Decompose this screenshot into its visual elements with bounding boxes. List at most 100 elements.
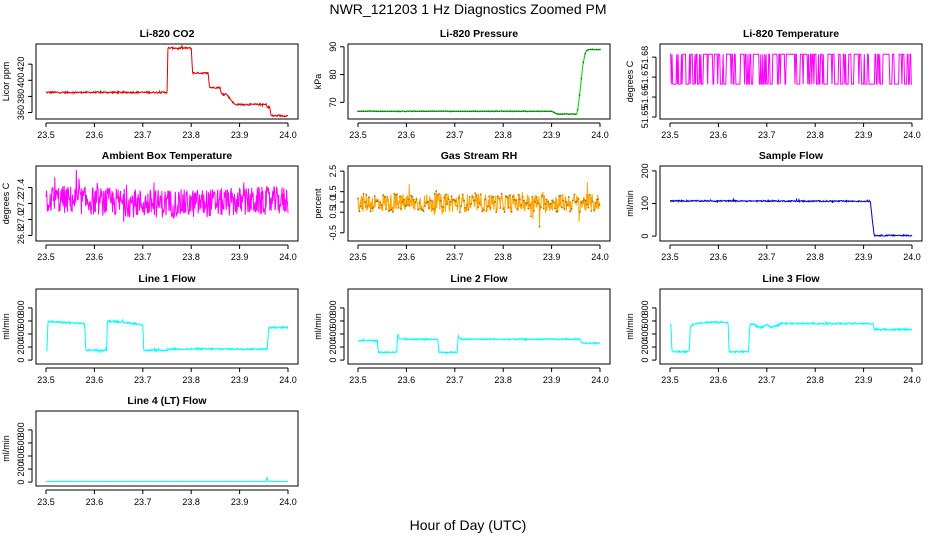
y-tick-label: 600 — [16, 313, 26, 328]
data-point — [576, 108, 579, 111]
x-tick-label: 23.6 — [86, 375, 104, 385]
data-point — [591, 200, 594, 203]
x-tick-label: 23.8 — [182, 130, 200, 140]
data-point — [452, 198, 454, 201]
chart-title: Line 3 Flow — [762, 273, 820, 285]
data-point — [478, 202, 481, 205]
data-point — [590, 210, 593, 212]
data-point — [433, 110, 436, 112]
x-tick-label: 23.7 — [446, 252, 464, 262]
y-tick-label: 200 — [640, 163, 650, 178]
y-tick-label: 400 — [16, 326, 26, 341]
data-point — [461, 193, 464, 196]
x-tick-label: 23.7 — [758, 375, 776, 385]
data-point — [506, 196, 509, 199]
data-point — [465, 110, 467, 113]
y-axis-label: kPa — [313, 74, 323, 90]
data-point — [369, 210, 372, 213]
data-point — [521, 110, 523, 112]
y-tick-label: 51.66 — [640, 86, 650, 109]
data-point — [429, 199, 432, 202]
x-axis: 23.5 23.6 23.7 23.8 23.9 24.0 — [349, 367, 609, 385]
data-point — [535, 110, 538, 113]
data-point — [486, 205, 489, 208]
data-point — [438, 192, 440, 195]
x-tick-label: 23.7 — [134, 130, 152, 140]
data-point — [498, 110, 501, 113]
x-tick-label: 24.0 — [903, 130, 921, 140]
chart-panel-7: Line 1 Flow ml/min 23.5 23.6 23.7 23.8 23.9 24.… — [1, 273, 299, 385]
data-point — [565, 201, 567, 203]
x-tick-label: 23.6 — [710, 375, 728, 385]
data-point — [472, 199, 475, 202]
data-point — [396, 193, 398, 196]
y-tick-label: 1.5 — [328, 185, 338, 198]
data-point — [538, 225, 541, 228]
data-point — [545, 110, 547, 113]
data-point — [450, 195, 453, 198]
data-point — [400, 110, 402, 113]
data-point — [454, 110, 456, 113]
data-series-line — [669, 320, 913, 355]
data-point — [580, 201, 583, 204]
data-point — [404, 205, 407, 207]
y-tick-label: 400 — [328, 326, 338, 341]
data-point — [503, 211, 506, 213]
data-point — [439, 200, 442, 202]
data-point — [507, 110, 510, 113]
data-point — [390, 208, 393, 211]
data-point — [588, 48, 590, 51]
data-point — [433, 192, 436, 195]
data-point — [517, 110, 519, 112]
data-point — [456, 205, 459, 207]
data-point — [530, 110, 532, 113]
chart-title: Line 4 (LT) Flow — [127, 395, 207, 407]
data-point — [411, 195, 414, 198]
data-point — [452, 110, 454, 113]
y-tick-label: 380 — [16, 89, 26, 104]
data-point — [565, 113, 568, 115]
data-point — [463, 110, 465, 112]
data-point — [588, 193, 591, 196]
data-point — [426, 200, 429, 203]
y-tick-label: 200 — [16, 340, 26, 355]
data-series-line — [45, 318, 289, 354]
x-tick-label: 24.0 — [591, 130, 609, 140]
y-axis-label: degrees C — [1, 182, 11, 224]
x-tick-label: 24.0 — [279, 375, 297, 385]
data-point — [418, 110, 421, 113]
data-point — [491, 196, 493, 199]
data-point — [489, 110, 491, 113]
data-point — [416, 110, 419, 113]
data-point — [419, 207, 422, 210]
data-point — [366, 110, 369, 113]
data-point — [598, 204, 601, 207]
data-point — [385, 110, 387, 112]
data-point — [478, 110, 480, 113]
data-point — [459, 110, 462, 113]
data-point — [365, 193, 368, 196]
chart-panel-6: Sample Flow ml/min 23.5 23.6 23.7 23.8 23.9 24.… — [625, 150, 923, 262]
x-tick-label: 23.8 — [182, 375, 200, 385]
data-point — [574, 200, 577, 203]
data-point — [541, 195, 544, 198]
data-point — [547, 110, 549, 113]
data-point — [519, 110, 521, 113]
data-point — [422, 210, 425, 213]
data-point — [498, 197, 500, 200]
data-point — [439, 110, 441, 112]
data-point — [479, 193, 482, 196]
data-series-line — [669, 197, 913, 238]
x-axis: 23.5 23.6 23.7 23.8 23.9 24.0 — [661, 244, 921, 262]
data-point — [358, 210, 361, 213]
data-point — [553, 207, 556, 210]
x-tick-label: 23.7 — [758, 252, 776, 262]
data-series-line — [45, 44, 289, 118]
data-point — [482, 208, 485, 211]
data-point — [394, 193, 397, 196]
data-point — [474, 110, 477, 112]
x-tick-label: 24.0 — [903, 252, 921, 262]
data-point — [409, 110, 411, 112]
